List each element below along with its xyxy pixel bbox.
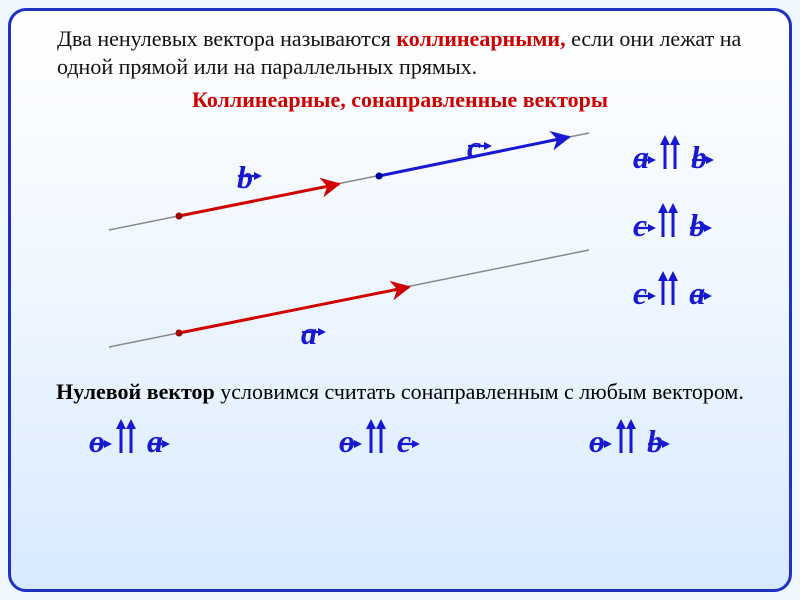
vector-diagram: b c a a b c b c a <box>29 115 771 375</box>
slide-frame: Два ненулевых вектора называются коллине… <box>8 8 792 592</box>
vector-b-icon: b <box>689 207 705 244</box>
vector-o-icon: o <box>339 423 355 460</box>
vector-label-b: b <box>237 159 253 196</box>
vector-a-icon: a <box>689 275 705 312</box>
codirectional-icon <box>363 417 389 465</box>
relation-a-b: a b <box>633 133 707 181</box>
relation-o-b: o b <box>589 417 663 465</box>
codirectional-icon <box>657 133 683 181</box>
relation-o-a: o a <box>89 417 163 465</box>
relation-o-c: o c <box>339 417 411 465</box>
vector-a-icon: a <box>147 423 163 460</box>
note-rest: условимся считать сонаправленным с любым… <box>215 379 744 404</box>
bottom-relations-row: o a o c o b <box>29 411 771 475</box>
vector-o-icon: o <box>89 423 105 460</box>
relation-c-b: c b <box>633 201 705 249</box>
def-keyword: коллинеарными, <box>396 26 565 51</box>
codirectional-icon <box>613 417 639 465</box>
vector-o-icon: o <box>589 423 605 460</box>
def-pre: Два ненулевых вектора называются <box>57 26 396 51</box>
subtitle: Коллинеарные, сонаправленные векторы <box>29 87 771 113</box>
zero-vector-note: Нулевой вектор условимся считать сонапра… <box>29 379 771 405</box>
vector-b-icon: b <box>647 423 663 460</box>
codirectional-icon <box>113 417 139 465</box>
vector-b-icon: b <box>691 139 707 176</box>
relation-c-a: c a <box>633 269 705 317</box>
note-bold: Нулевой вектор <box>56 379 215 404</box>
vector-label-c: c <box>467 129 481 166</box>
vector-c-icon: c <box>633 207 647 244</box>
vector-c-icon: c <box>633 275 647 312</box>
vector-c-icon: c <box>397 423 411 460</box>
codirectional-icon <box>655 201 681 249</box>
definition-text: Два ненулевых вектора называются коллине… <box>57 25 763 81</box>
vector-a-icon: a <box>633 139 649 176</box>
codirectional-icon <box>655 269 681 317</box>
vector-label-a: a <box>301 315 317 352</box>
